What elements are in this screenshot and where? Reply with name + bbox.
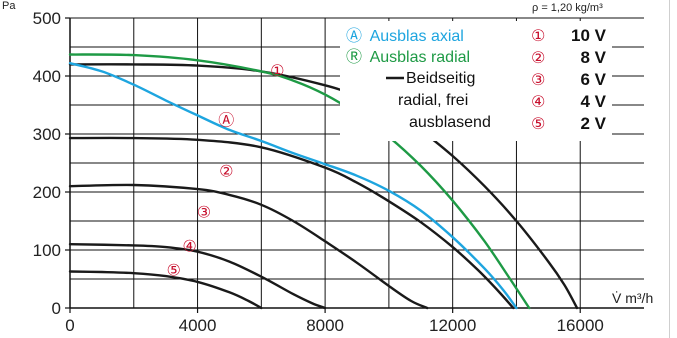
voltage-label: 6 V [580, 70, 606, 89]
legend-axial-mark: Ⓐ [346, 27, 362, 45]
legend-both-label-2: radial, frei [398, 92, 468, 109]
legend: Ⓐ Ausblas axial Ⓡ Ausblas radial Beidsei… [346, 27, 491, 131]
svg-text:Ⓐ Ausblas axial: Ⓐ Ausblas axial [346, 27, 464, 45]
voltage-legend-background [528, 21, 612, 141]
voltage-label: 2 V [580, 114, 606, 133]
curve-black [68, 243, 327, 310]
x-tick-label: 4000 [179, 316, 217, 335]
tick-labels: 0 4000 8000 12000 16000 0 100 200 300 400 500 [33, 9, 604, 335]
curve-marks: ①②③④⑤ⒶⓇ [166, 61, 368, 280]
curve-axial [68, 62, 518, 310]
curve-mark-label: ⑤ [166, 261, 180, 280]
legend-both-label-3: ausblasend [409, 114, 491, 131]
y-tick-label: 0 [52, 299, 61, 318]
legend-radial-label: Ausblas radial [370, 49, 471, 66]
curve-mark-label: ② [219, 162, 233, 181]
voltage-mark: ③ [531, 70, 545, 89]
legend-axial-label: Ausblas axial [370, 28, 464, 45]
y-tick-label: 100 [33, 241, 61, 260]
y-axis-unit: Pa [2, 0, 16, 12]
x-tick-label: 0 [65, 316, 74, 335]
curve-mark-label: ④ [182, 236, 196, 255]
curve-mark-label: ① [270, 61, 284, 80]
voltage-mark: ⑤ [531, 114, 545, 133]
legend-background [340, 21, 528, 141]
voltage-mark: ④ [531, 92, 545, 111]
curve-black [68, 136, 515, 310]
legend-radial-mark: Ⓡ [346, 48, 362, 66]
y-tick-label: 400 [33, 67, 61, 86]
legend-both-label-1: Beidseitig [406, 70, 475, 87]
x-tick-label: 16000 [557, 316, 604, 335]
curve-mark-label: Ⓐ [218, 111, 234, 130]
x-axis-unit: V̇ m³/h [612, 290, 653, 306]
y-tick-label: 200 [33, 183, 61, 202]
voltage-mark: ① [531, 26, 545, 45]
x-tick-label: 8000 [306, 316, 344, 335]
y-tick-label: 500 [33, 9, 61, 28]
curve-mark-label: ③ [197, 203, 211, 222]
voltage-legend: ① 10 V ② 8 V ③ 6 V ④ 4 V ⑤ 2 V [531, 26, 607, 133]
density-note: ρ = 1,20 kg/m³ [532, 2, 603, 14]
svg-text:Ⓡ Ausblas radial: Ⓡ Ausblas radial [346, 48, 470, 66]
page-edge-line [669, 0, 670, 338]
voltage-mark: ② [531, 48, 545, 67]
voltage-label: 8 V [580, 48, 606, 67]
voltage-label: 10 V [571, 26, 607, 45]
voltage-label: 4 V [580, 92, 606, 111]
curve-black [68, 183, 429, 310]
curve-black [68, 270, 263, 310]
y-tick-label: 300 [33, 125, 61, 144]
x-tick-label: 12000 [429, 316, 476, 335]
